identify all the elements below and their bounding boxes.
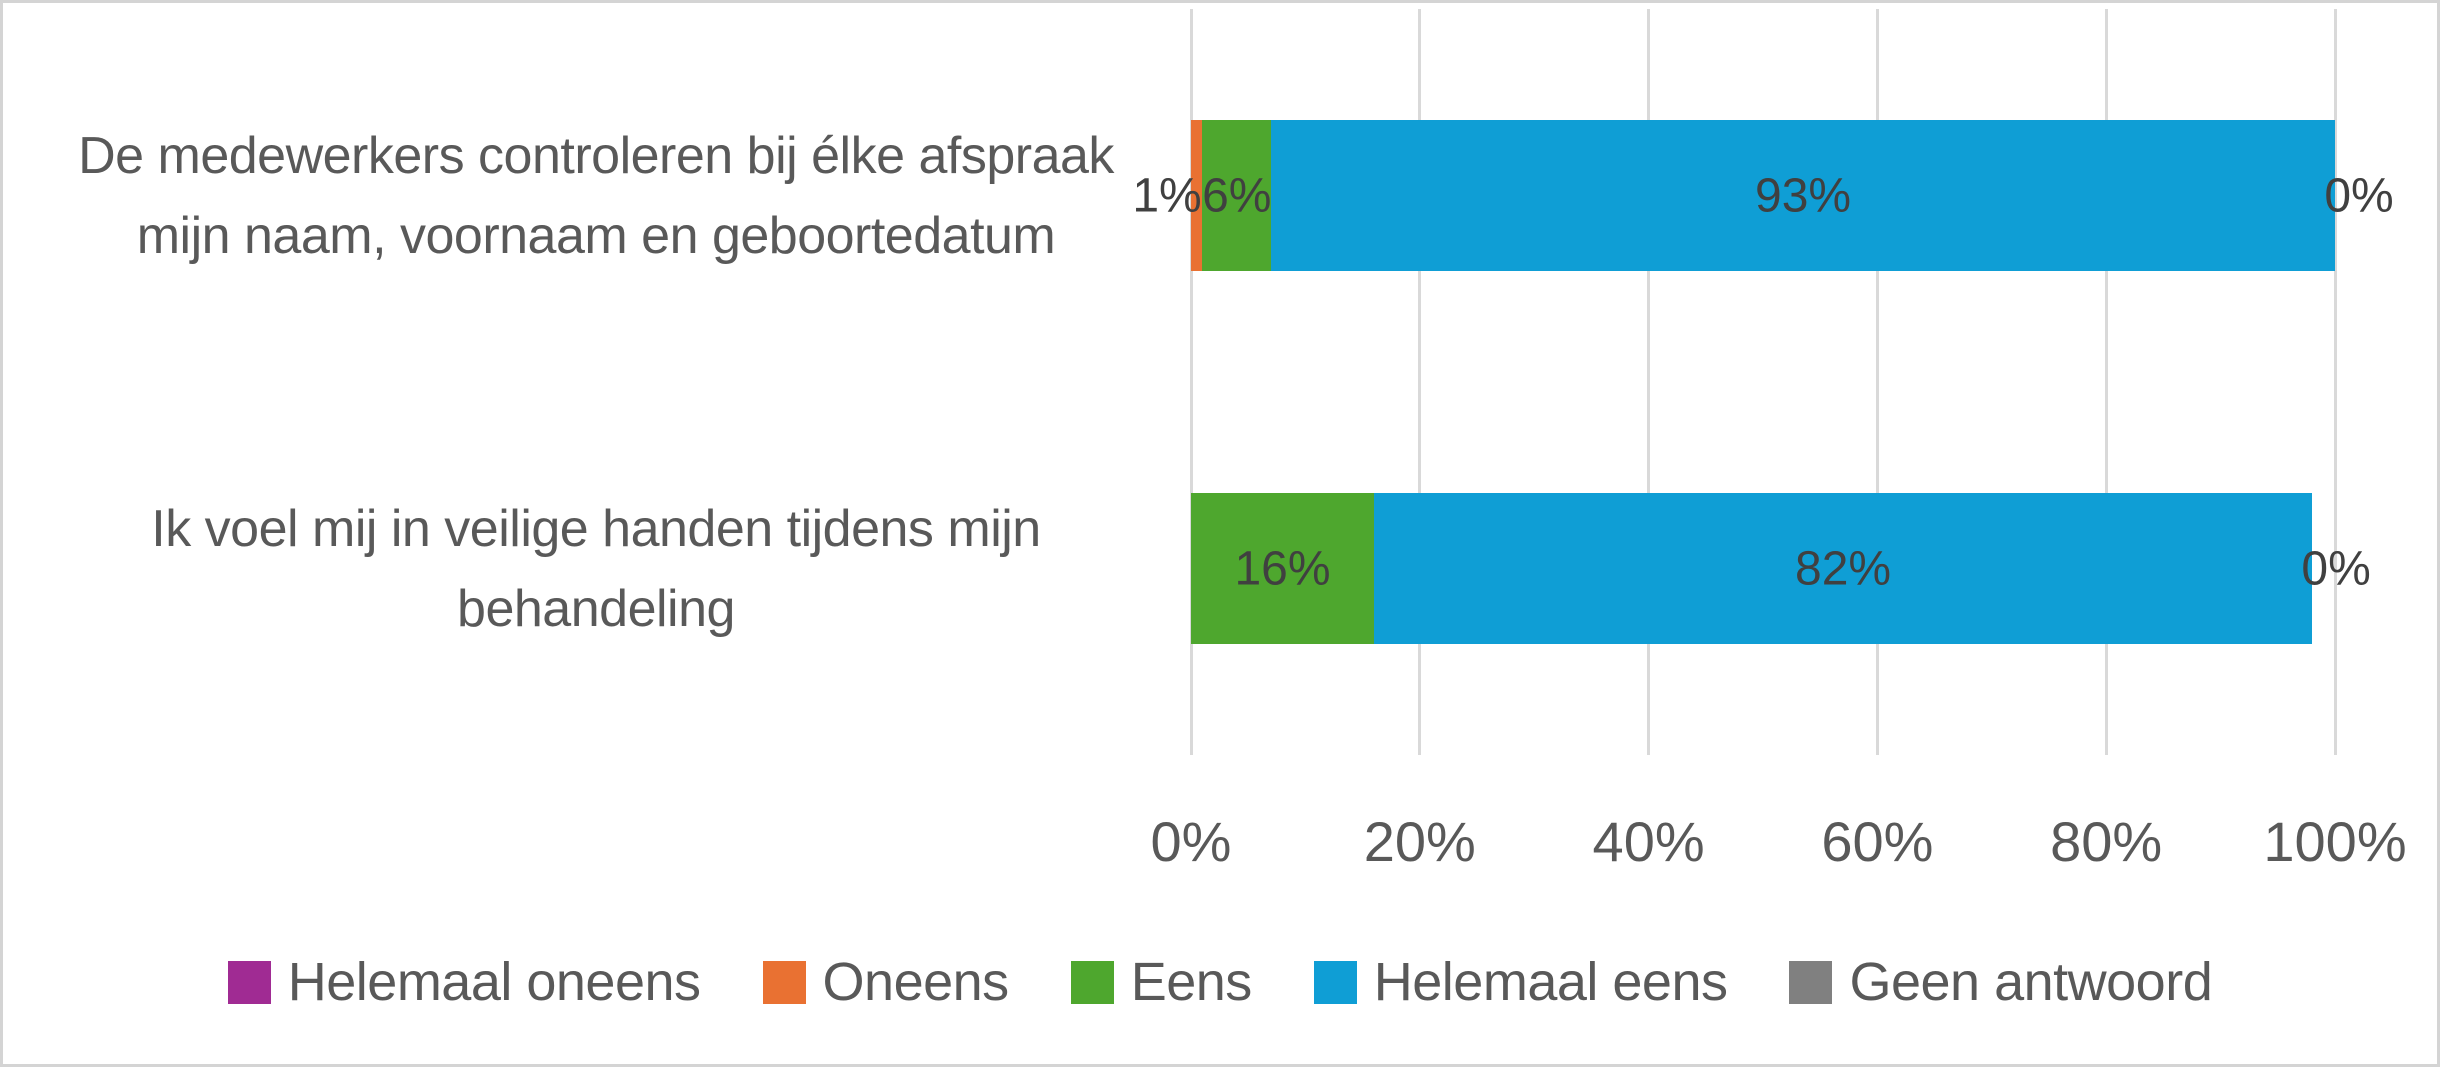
plot-area: 0% 20% 40% 60% 80% 100% De medewerkers control… bbox=[3, 3, 2437, 1064]
bar-segment-eens bbox=[1202, 120, 1272, 271]
bar-segment-eens bbox=[1191, 493, 1375, 644]
legend-swatch-icon bbox=[1070, 960, 1114, 1004]
legend-label: Helemaal eens bbox=[1373, 952, 1728, 1012]
data-label: 16% bbox=[1234, 542, 1331, 595]
x-axis-tick-label: 80% bbox=[2050, 810, 2163, 873]
legend-swatch-icon bbox=[1313, 960, 1357, 1004]
data-label: 1% bbox=[1132, 169, 1202, 222]
x-axis-tick-label: 60% bbox=[1821, 810, 1934, 873]
chart-legend: Helemaal oneens Oneens Eens Helemaal eens Ge… bbox=[3, 951, 2437, 1013]
gridline bbox=[1189, 9, 1193, 755]
legend-item-helemaal-eens: Helemaal eens bbox=[1313, 951, 1728, 1013]
data-label: 6% bbox=[1202, 169, 1272, 222]
bar-segment-helemaal-eens bbox=[1271, 120, 2335, 271]
category-label: Ik voel mij in veilige handen tijdens mi… bbox=[151, 499, 1041, 638]
bar-segment-helemaal-eens bbox=[1374, 493, 2313, 644]
gridline bbox=[2104, 9, 2108, 755]
gridline bbox=[1418, 9, 1422, 755]
legend-item-oneens: Oneens bbox=[762, 951, 1010, 1013]
data-label: 0% bbox=[2324, 169, 2394, 222]
legend-label: Geen antwoord bbox=[1849, 952, 2213, 1012]
data-label: 93% bbox=[1754, 169, 1852, 222]
gridline bbox=[2333, 9, 2337, 755]
x-axis-tick-label: 40% bbox=[1592, 810, 1705, 873]
legend-item-helemaal-oneens: Helemaal oneens bbox=[227, 951, 701, 1013]
gridline bbox=[1875, 9, 1879, 755]
data-label: 0% bbox=[2301, 542, 2371, 595]
legend-item-geen-antwoord: Geen antwoord bbox=[1789, 951, 2213, 1013]
category-label: De medewerkers controleren bij élke afsp… bbox=[78, 126, 1114, 265]
bar-segment-oneens bbox=[1191, 120, 1203, 271]
x-axis-tick-label: 0% bbox=[1150, 810, 1232, 873]
legend-label: Helemaal oneens bbox=[287, 952, 701, 1012]
legend-swatch-icon bbox=[227, 960, 271, 1004]
legend-label: Eens bbox=[1130, 952, 1253, 1012]
x-axis-tick-label: 100% bbox=[2263, 810, 2407, 873]
legend-swatch-icon bbox=[762, 960, 806, 1004]
data-label: 82% bbox=[1795, 542, 1892, 595]
legend-item-eens: Eens bbox=[1070, 951, 1253, 1013]
legend-swatch-icon bbox=[1789, 960, 1833, 1004]
x-axis-tick-label: 20% bbox=[1363, 810, 1476, 873]
gridline bbox=[1647, 9, 1651, 755]
legend-label: Oneens bbox=[822, 952, 1010, 1012]
